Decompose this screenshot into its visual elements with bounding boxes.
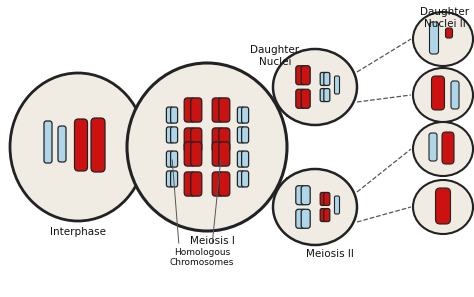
FancyBboxPatch shape: [436, 188, 450, 224]
FancyBboxPatch shape: [446, 28, 453, 38]
FancyBboxPatch shape: [296, 209, 305, 228]
FancyBboxPatch shape: [324, 208, 330, 222]
FancyBboxPatch shape: [171, 107, 178, 123]
FancyBboxPatch shape: [91, 118, 105, 172]
Text: Interphase: Interphase: [50, 227, 106, 237]
Text: Meiosis I: Meiosis I: [190, 236, 235, 246]
Ellipse shape: [10, 73, 146, 221]
FancyBboxPatch shape: [184, 98, 195, 122]
FancyBboxPatch shape: [212, 172, 223, 196]
FancyBboxPatch shape: [219, 98, 230, 122]
FancyBboxPatch shape: [237, 171, 245, 187]
Ellipse shape: [127, 63, 287, 231]
FancyBboxPatch shape: [301, 66, 310, 85]
FancyBboxPatch shape: [296, 186, 305, 205]
Ellipse shape: [273, 49, 357, 125]
FancyBboxPatch shape: [44, 121, 52, 163]
FancyBboxPatch shape: [166, 151, 173, 167]
FancyBboxPatch shape: [301, 89, 310, 108]
FancyBboxPatch shape: [212, 128, 223, 152]
FancyBboxPatch shape: [219, 172, 230, 196]
FancyBboxPatch shape: [184, 172, 195, 196]
FancyBboxPatch shape: [191, 128, 202, 152]
Ellipse shape: [413, 122, 473, 176]
FancyBboxPatch shape: [212, 142, 223, 166]
FancyBboxPatch shape: [237, 127, 245, 143]
FancyBboxPatch shape: [335, 196, 339, 214]
FancyBboxPatch shape: [301, 186, 310, 205]
Text: Meiosis II: Meiosis II: [306, 249, 354, 259]
FancyBboxPatch shape: [171, 127, 178, 143]
FancyBboxPatch shape: [184, 128, 195, 152]
FancyBboxPatch shape: [320, 72, 326, 86]
Text: Daughter
Nuclei II: Daughter Nuclei II: [420, 7, 470, 29]
FancyBboxPatch shape: [324, 72, 330, 86]
FancyBboxPatch shape: [431, 76, 445, 110]
FancyBboxPatch shape: [429, 133, 437, 161]
FancyBboxPatch shape: [219, 128, 230, 152]
FancyBboxPatch shape: [242, 127, 248, 143]
Text: Daughter
Nuclei: Daughter Nuclei: [250, 45, 300, 67]
FancyBboxPatch shape: [237, 107, 245, 123]
FancyBboxPatch shape: [166, 127, 173, 143]
FancyBboxPatch shape: [301, 209, 310, 228]
FancyBboxPatch shape: [171, 171, 178, 187]
FancyBboxPatch shape: [219, 142, 230, 166]
FancyBboxPatch shape: [166, 171, 173, 187]
FancyBboxPatch shape: [442, 132, 454, 164]
Text: Homologous
Chromosomes: Homologous Chromosomes: [170, 248, 234, 267]
FancyBboxPatch shape: [320, 89, 326, 102]
FancyBboxPatch shape: [451, 81, 459, 109]
Ellipse shape: [413, 68, 473, 122]
FancyBboxPatch shape: [296, 89, 305, 108]
FancyBboxPatch shape: [191, 172, 202, 196]
FancyBboxPatch shape: [242, 107, 248, 123]
FancyBboxPatch shape: [212, 98, 223, 122]
FancyBboxPatch shape: [58, 126, 66, 162]
FancyBboxPatch shape: [296, 66, 305, 85]
Ellipse shape: [413, 180, 473, 234]
FancyBboxPatch shape: [184, 142, 195, 166]
FancyBboxPatch shape: [74, 119, 88, 171]
Ellipse shape: [273, 169, 357, 245]
FancyBboxPatch shape: [324, 192, 330, 206]
FancyBboxPatch shape: [237, 151, 245, 167]
FancyBboxPatch shape: [171, 151, 178, 167]
FancyBboxPatch shape: [242, 171, 248, 187]
FancyBboxPatch shape: [335, 76, 339, 94]
FancyBboxPatch shape: [324, 89, 330, 102]
FancyBboxPatch shape: [242, 151, 248, 167]
FancyBboxPatch shape: [191, 142, 202, 166]
FancyBboxPatch shape: [320, 192, 326, 206]
Ellipse shape: [413, 12, 473, 66]
FancyBboxPatch shape: [429, 22, 438, 54]
FancyBboxPatch shape: [166, 107, 173, 123]
FancyBboxPatch shape: [191, 98, 202, 122]
FancyBboxPatch shape: [320, 208, 326, 222]
